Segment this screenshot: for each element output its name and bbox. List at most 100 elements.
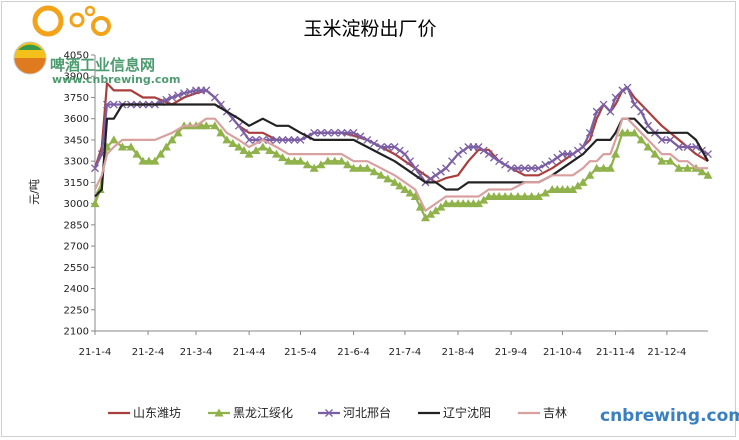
series-point: [447, 199, 457, 208]
series-point: [400, 184, 410, 193]
series-point: [533, 192, 543, 201]
x-tick-label: 21-8-4: [442, 347, 475, 358]
legend-item: 山东潍坊: [108, 405, 181, 420]
series-point: [666, 135, 675, 144]
series-point: [495, 157, 504, 166]
y-tick-label: 4050: [64, 51, 89, 62]
series-point: [441, 199, 451, 208]
legend-label: 河北邢台: [343, 405, 391, 420]
series-point: [369, 167, 379, 176]
y-tick-label: 2250: [64, 305, 89, 316]
series-point: [309, 163, 319, 172]
y-tick-label: 2100: [64, 327, 89, 338]
series-point: [500, 192, 510, 201]
series-point: [507, 164, 516, 173]
series-point: [540, 188, 550, 197]
series-point: [316, 160, 326, 169]
series-point: [415, 202, 425, 211]
series-point: [637, 107, 646, 116]
series-point: [337, 128, 346, 137]
series-point: [484, 150, 493, 159]
watermark-top-url: www.cnbrewing.com: [52, 73, 180, 86]
x-tick-label: 21-10-4: [543, 347, 582, 358]
series-point: [355, 163, 365, 172]
series-point: [541, 160, 550, 169]
series-point: [636, 135, 646, 144]
series-point: [91, 164, 99, 173]
series-point: [406, 157, 415, 166]
series-point: [349, 163, 359, 172]
series-point: [265, 146, 275, 155]
series-layer: [90, 82, 713, 222]
x-tick-label: 21-3-4: [180, 347, 213, 358]
series-point: [283, 156, 293, 165]
series-point: [201, 121, 211, 130]
series-point: [592, 107, 601, 116]
series-point: [156, 149, 166, 158]
orange-circles-logo-icon: [13, 5, 111, 75]
legend-marker: [214, 408, 224, 417]
series-point: [527, 164, 536, 173]
series-point: [650, 149, 660, 158]
series-point: [405, 188, 415, 197]
series-point: [362, 163, 372, 172]
legend-label: 辽宁沈阳: [443, 405, 491, 420]
series-point: [284, 135, 293, 144]
series-point: [697, 167, 707, 176]
series-point: [623, 128, 633, 137]
legend: 山东潍坊 黑龙江绥化 河北邢台 辽宁沈阳 吉林长春: [108, 403, 708, 425]
series-point: [383, 143, 392, 151]
series-point: [657, 135, 666, 144]
series-point: [682, 163, 692, 172]
series-point: [363, 135, 372, 144]
series-point: [494, 192, 504, 201]
series-point: [605, 163, 615, 172]
series-point: [167, 135, 177, 144]
watermark-backdrop: [568, 403, 708, 425]
series-point: [553, 153, 562, 162]
series-point: [644, 121, 653, 130]
series-point: [390, 177, 400, 186]
series-point: [278, 135, 287, 144]
plot-area: [95, 55, 708, 331]
series-point: [592, 163, 602, 172]
series-point: [674, 143, 683, 151]
series-point: [674, 163, 684, 172]
series-point: [180, 89, 188, 98]
series-point: [317, 128, 325, 137]
series-point: [618, 86, 627, 95]
series-point: [459, 146, 468, 155]
series-point: [585, 170, 595, 179]
series-point: [295, 156, 305, 165]
x-tick-group: 21-1-4 21-2-4 21-3-4 21-4-4 21-5-4 21-6-4 21-7…: [79, 331, 686, 358]
series-point: [410, 192, 420, 201]
series-point: [240, 128, 248, 137]
series-point: [431, 171, 440, 180]
series-point: [302, 160, 312, 169]
series-point: [132, 149, 142, 158]
series-point: [390, 143, 399, 151]
y-tick-label: 2850: [64, 220, 89, 231]
series-point: [578, 177, 588, 186]
series-point: [513, 164, 522, 173]
series-point: [448, 157, 456, 166]
series-point: [474, 199, 484, 208]
y-tick-label: 2700: [64, 242, 89, 253]
series-point: [216, 128, 226, 137]
y-axis-label: 元/吨: [28, 179, 41, 205]
watermark-site-name: 啤酒工业信息网: [50, 56, 155, 74]
legend-marker: [325, 409, 333, 417]
series-point: [296, 135, 305, 144]
series-point: [573, 146, 582, 155]
series-point: [506, 192, 516, 201]
series-point: [383, 174, 393, 183]
series-point: [611, 149, 621, 158]
series-point: [239, 146, 249, 155]
series-point: [234, 142, 244, 151]
series-point: [683, 143, 692, 151]
series-point: [168, 93, 177, 102]
x-tick-label: 21-5-4: [284, 347, 317, 358]
series-point: [323, 128, 332, 137]
x-tick-label: 21-7-4: [389, 347, 422, 358]
series-point: [210, 121, 220, 130]
